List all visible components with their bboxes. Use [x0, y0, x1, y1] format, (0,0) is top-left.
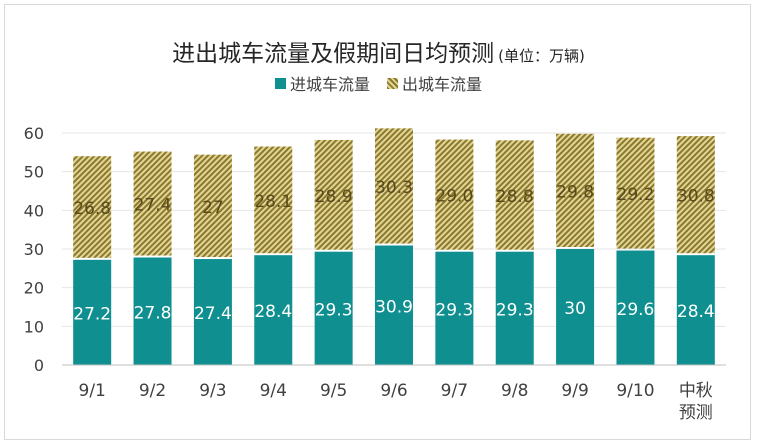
x-tick-label: 9/5 — [320, 381, 347, 401]
bar-inbound — [495, 251, 534, 365]
bar-outbound — [616, 137, 655, 249]
data-label-inbound: 29.6 — [617, 300, 655, 320]
bar-inbound — [616, 250, 655, 365]
x-tick-label: 预测 — [679, 403, 713, 423]
data-label-outbound: 28.8 — [496, 187, 534, 207]
bar-inbound — [193, 259, 232, 365]
x-tick-label: 9/6 — [380, 381, 407, 401]
data-label-outbound: 28.1 — [254, 192, 292, 212]
data-label-outbound: 29.2 — [617, 185, 655, 205]
x-tick-label: 9/10 — [616, 381, 654, 401]
chart-title: 进出城车流量及假期间日均预测 — [172, 41, 495, 67]
data-label-inbound: 27.8 — [134, 303, 172, 323]
data-label-outbound: 26.8 — [73, 199, 111, 219]
y-tick-label: 50 — [24, 163, 44, 182]
y-tick-label: 0 — [34, 356, 44, 375]
x-tick-label: 9/1 — [79, 381, 106, 401]
data-label-inbound: 27.2 — [73, 304, 111, 324]
data-label-outbound: 27.4 — [134, 196, 172, 216]
x-tick-label: 9/2 — [139, 381, 166, 401]
data-label-inbound: 28.4 — [254, 302, 292, 322]
axis-layer: 0 10 20 30 40 50 60 9/1 9/2 9/3 9/4 9/5 9/6 9/7 9/8 9/9… — [24, 124, 726, 423]
bar-outbound — [73, 156, 112, 258]
x-tick-label: 9/7 — [441, 381, 468, 401]
bar-inbound — [73, 259, 112, 365]
y-tick-label: 40 — [24, 201, 44, 220]
data-label-inbound: 30 — [564, 299, 586, 319]
legend-swatch-outbound — [387, 77, 399, 89]
bar-outbound — [495, 140, 534, 250]
legend-item-inbound: 进城车流量 — [274, 71, 370, 95]
data-label-outbound: 29.8 — [556, 182, 594, 202]
legend-label-outbound: 出城车流量 — [402, 75, 483, 94]
x-tick-label: 9/8 — [501, 381, 528, 401]
data-label-inbound: 29.3 — [435, 300, 473, 320]
data-label-inbound: 30.9 — [375, 297, 413, 317]
bar-inbound — [556, 249, 595, 365]
legend-label-inbound: 进城车流量 — [289, 75, 370, 94]
bar-inbound — [435, 251, 474, 365]
y-tick-label: 30 — [24, 240, 44, 259]
data-label-inbound: 27.4 — [194, 304, 232, 324]
bars-layer — [73, 128, 715, 365]
labels-layer: 27.2 26.8 27.8 27.4 27.4 27 28.4 28.1 29.3 28.9 30… — [73, 178, 714, 324]
chart-unit: (单位：万辆) — [498, 47, 585, 65]
legend-item-outbound: 出城车流量 — [387, 71, 482, 95]
x-tick-label: 中秋 — [679, 381, 713, 401]
x-tick-label: 9/9 — [561, 381, 588, 401]
bar-outbound — [556, 133, 595, 247]
y-tick-label: 60 — [24, 124, 44, 143]
bar-outbound — [314, 139, 353, 250]
bar-inbound — [375, 245, 413, 365]
chart-legend: 进城车流量 出城车流量 — [0, 71, 757, 95]
bar-outbound — [254, 146, 293, 254]
data-label-inbound: 29.3 — [315, 300, 353, 320]
bar-outbound — [133, 151, 172, 256]
data-label-outbound: 29.0 — [435, 187, 473, 207]
y-tick-label: 10 — [24, 317, 44, 336]
data-label-outbound: 28.9 — [315, 187, 353, 207]
bar-outbound — [193, 154, 232, 258]
data-label-outbound: 30.3 — [375, 178, 413, 198]
x-tick-label: 9/3 — [199, 381, 226, 401]
bar-outbound — [435, 139, 474, 250]
bar-inbound — [676, 255, 715, 365]
x-tick-label: 9/4 — [260, 381, 287, 401]
chart-title-block: 进出城车流量及假期间日均预测 (单位：万辆) — [0, 34, 757, 68]
bar-inbound — [133, 257, 172, 365]
bar-outbound — [676, 136, 715, 254]
data-label-inbound: 29.3 — [496, 300, 534, 320]
bar-inbound — [254, 255, 293, 365]
bar-inbound — [314, 251, 353, 365]
legend-swatch-inbound — [274, 77, 286, 89]
data-label-outbound: 30.8 — [677, 187, 715, 207]
data-label-outbound: 27 — [202, 198, 224, 218]
y-tick-label: 20 — [24, 279, 44, 298]
bar-outbound — [375, 128, 413, 244]
data-label-inbound: 28.4 — [677, 302, 715, 322]
